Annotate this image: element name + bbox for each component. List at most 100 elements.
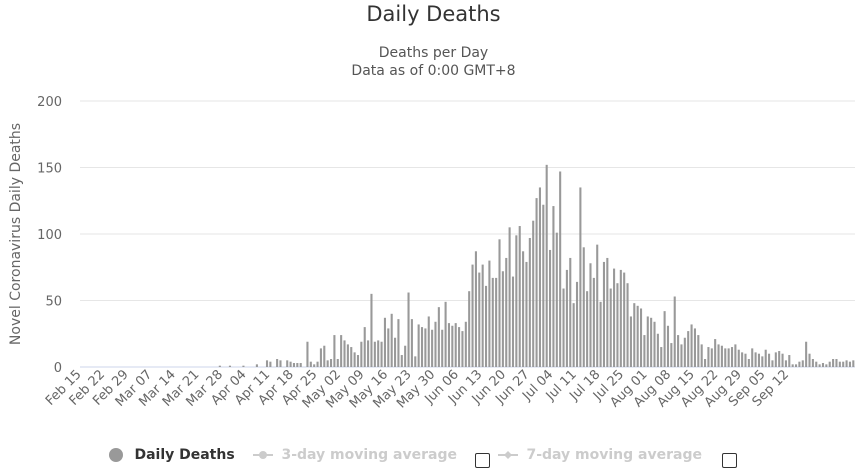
bar[interactable] — [596, 244, 599, 367]
bar[interactable] — [319, 348, 322, 367]
bar[interactable] — [720, 345, 723, 367]
bar[interactable] — [818, 364, 821, 367]
bar[interactable] — [343, 340, 346, 367]
bar[interactable] — [292, 363, 296, 367]
bar[interactable] — [316, 361, 319, 367]
bar[interactable] — [289, 361, 292, 367]
bar[interactable] — [629, 316, 632, 367]
bar[interactable] — [397, 319, 400, 367]
bar[interactable] — [255, 364, 258, 367]
bar[interactable] — [417, 324, 420, 367]
bar[interactable] — [400, 355, 403, 367]
bar[interactable] — [602, 261, 606, 367]
bar[interactable] — [650, 317, 653, 367]
bar[interactable] — [383, 317, 386, 367]
bar[interactable] — [501, 271, 504, 367]
bar[interactable] — [724, 348, 727, 367]
bar[interactable] — [801, 360, 804, 367]
bar[interactable] — [805, 341, 808, 367]
bar[interactable] — [626, 283, 629, 367]
bar[interactable] — [407, 292, 410, 367]
bar[interactable] — [599, 301, 602, 367]
bar[interactable] — [845, 360, 848, 367]
bar[interactable] — [771, 360, 774, 367]
bar[interactable] — [269, 361, 272, 367]
bar[interactable] — [542, 204, 545, 367]
bar[interactable] — [478, 272, 481, 367]
bar[interactable] — [481, 264, 484, 367]
bar[interactable] — [636, 305, 639, 367]
legend-7day-average[interactable]: 7-day moving average — [498, 447, 702, 463]
bar[interactable] — [832, 359, 835, 367]
bar[interactable] — [313, 364, 316, 367]
bar[interactable] — [525, 261, 528, 367]
bar[interactable] — [424, 328, 427, 367]
bar[interactable] — [464, 321, 467, 367]
bar[interactable] — [367, 340, 370, 367]
bar[interactable] — [394, 337, 397, 367]
bar[interactable] — [828, 361, 831, 367]
bar[interactable] — [788, 355, 791, 367]
bar[interactable] — [741, 352, 744, 367]
bar[interactable] — [495, 277, 498, 367]
bar[interactable] — [683, 337, 686, 367]
bar[interactable] — [326, 360, 329, 367]
bar[interactable] — [579, 187, 582, 367]
bar[interactable] — [811, 359, 814, 367]
bar[interactable] — [434, 321, 437, 367]
bar[interactable] — [508, 227, 511, 367]
legend-3day-average[interactable]: 3-day moving average — [253, 447, 457, 463]
bar[interactable] — [609, 288, 612, 367]
bar[interactable] — [522, 251, 525, 367]
bar[interactable] — [680, 344, 683, 367]
bar[interactable] — [613, 268, 616, 367]
bar[interactable] — [377, 340, 380, 367]
bar[interactable] — [505, 257, 508, 367]
bar[interactable] — [838, 361, 841, 367]
bar[interactable] — [606, 257, 609, 367]
bar[interactable] — [356, 355, 360, 367]
bar[interactable] — [340, 335, 343, 367]
bar[interactable] — [552, 206, 555, 367]
bar[interactable] — [646, 316, 649, 367]
bar[interactable] — [484, 285, 488, 367]
bar[interactable] — [619, 269, 622, 367]
bar[interactable] — [666, 325, 670, 367]
bar[interactable] — [265, 360, 269, 367]
7day-average-checkbox[interactable] — [722, 453, 737, 468]
bar[interactable] — [821, 363, 825, 367]
bar[interactable] — [714, 339, 717, 367]
bar[interactable] — [276, 359, 279, 367]
bar[interactable] — [660, 347, 663, 367]
bar[interactable] — [370, 293, 373, 367]
bar[interactable] — [488, 260, 491, 367]
bar[interactable] — [336, 359, 339, 367]
bar[interactable] — [447, 323, 451, 367]
bar[interactable] — [471, 264, 474, 367]
bar[interactable] — [690, 324, 693, 367]
bar[interactable] — [757, 353, 761, 367]
bar[interactable] — [582, 247, 585, 367]
bar[interactable] — [730, 347, 734, 367]
bar[interactable] — [842, 361, 845, 367]
bar[interactable] — [639, 308, 643, 367]
bar[interactable] — [458, 327, 461, 367]
bar[interactable] — [569, 257, 572, 367]
bar[interactable] — [643, 335, 646, 367]
bar[interactable] — [677, 335, 680, 367]
bar[interactable] — [808, 353, 811, 367]
bar[interactable] — [700, 344, 703, 367]
bar[interactable] — [390, 313, 393, 367]
bar[interactable] — [353, 352, 356, 367]
bar[interactable] — [427, 316, 430, 367]
bar[interactable] — [825, 364, 828, 367]
bar[interactable] — [228, 365, 231, 367]
bar[interactable] — [404, 345, 407, 367]
bar[interactable] — [784, 360, 787, 367]
bar[interactable] — [754, 352, 757, 367]
bar[interactable] — [555, 232, 558, 367]
bar[interactable] — [663, 311, 666, 367]
bar[interactable] — [835, 359, 838, 367]
bar[interactable] — [437, 307, 440, 367]
bar[interactable] — [751, 348, 754, 367]
